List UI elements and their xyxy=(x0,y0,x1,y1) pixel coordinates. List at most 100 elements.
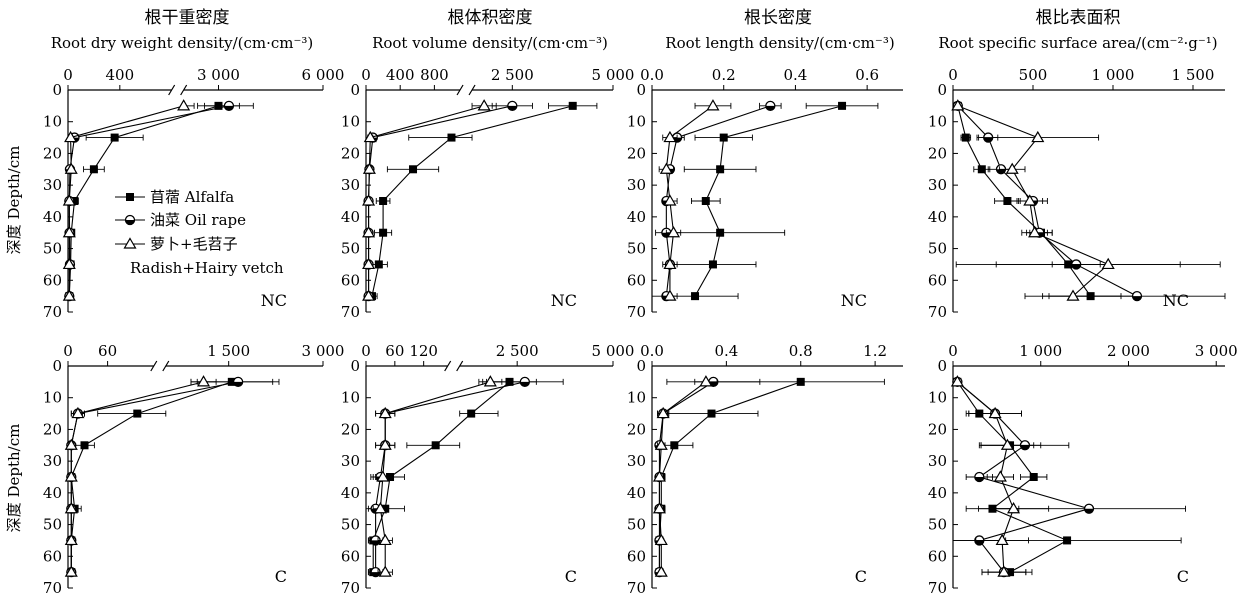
point-triangle xyxy=(362,194,376,206)
legend-label-oilrape: 油菜 Oil rape xyxy=(150,211,246,229)
x-tick-label: 1 000 xyxy=(1092,66,1135,84)
y-tick-label: 50 xyxy=(341,240,360,258)
point-square xyxy=(447,133,456,142)
point-triangle xyxy=(362,257,376,270)
point-circle-fill xyxy=(224,105,234,111)
point-triangle xyxy=(196,375,211,387)
x-tick-label: 400 xyxy=(386,66,415,84)
y-tick-label: 20 xyxy=(43,144,62,162)
point-square xyxy=(379,228,388,237)
point-square xyxy=(80,441,89,450)
point-triangle xyxy=(1007,502,1021,514)
point-triangle xyxy=(1031,130,1045,143)
x-tick-label: 500 xyxy=(1019,66,1048,84)
point-triangle xyxy=(654,438,668,450)
x-tick-label: 2 000 xyxy=(1107,342,1150,360)
point-triangle xyxy=(656,406,670,419)
point-triangle xyxy=(1066,289,1080,301)
col-title-cn-1: 根体积密度 xyxy=(448,8,533,28)
y-tick-label: 10 xyxy=(627,113,646,131)
y-tick-label: 60 xyxy=(928,271,947,289)
axis-break-mark xyxy=(456,84,464,96)
y-tick-label: 50 xyxy=(43,516,62,534)
point-triangle xyxy=(378,533,392,546)
point-triangle xyxy=(64,533,78,546)
x-tick-label: 0.4 xyxy=(714,342,738,360)
point-triangle xyxy=(1005,162,1019,174)
point-square xyxy=(796,377,805,386)
y-tick-label: 0 xyxy=(350,357,360,375)
y-tick-label: 20 xyxy=(341,144,360,162)
panel-C-2: 0.0 0.4 0.8 1.2 0 10 20 30 40 50 60 70 C xyxy=(627,342,903,597)
point-triangle xyxy=(1023,194,1037,206)
col-title-cn-0: 根干重密度 xyxy=(145,8,230,28)
x-tick-label: 800 xyxy=(420,66,449,84)
axis-break-mark xyxy=(150,360,158,372)
y-tick-label: 30 xyxy=(627,452,646,470)
y-tick-label: 70 xyxy=(928,303,947,321)
y-tick-label: 60 xyxy=(627,271,646,289)
y-tick-label: 10 xyxy=(43,113,62,131)
point-square xyxy=(961,133,970,142)
point-circle-fill xyxy=(1020,445,1030,450)
y-tick-label: 30 xyxy=(43,176,62,194)
axis-break-mark xyxy=(180,84,188,96)
legend-label-radish-en: Radish+Hairy vetch xyxy=(130,259,284,277)
point-triangle xyxy=(993,470,1007,482)
point-triangle xyxy=(995,533,1009,546)
point-triangle xyxy=(62,194,76,206)
point-triangle xyxy=(62,289,76,301)
y-tick-label: 40 xyxy=(43,484,62,502)
point-triangle xyxy=(663,194,677,206)
x-tick-label: 3 000 xyxy=(302,342,345,360)
x-tick-label: 0 xyxy=(948,342,958,360)
point-square xyxy=(719,133,728,142)
point-triangle xyxy=(654,565,668,577)
y-tick-label: 20 xyxy=(928,144,947,162)
x-tick-label: 0.6 xyxy=(855,66,879,84)
point-triangle xyxy=(378,565,392,577)
y-tick-label: 0 xyxy=(937,357,947,375)
point-circle-fill xyxy=(983,137,993,143)
y-tick-label: 70 xyxy=(341,303,360,321)
point-triangle xyxy=(699,375,713,387)
y-tick-label: 50 xyxy=(341,516,360,534)
legend-label-radish-cn: 萝卜+毛苕子 xyxy=(150,235,238,253)
y-tick-label: 40 xyxy=(928,484,947,502)
panel-annotation: C xyxy=(1177,567,1189,586)
ylabel-bottom: 深度 Depth/cm xyxy=(5,424,23,533)
y-tick-label: 60 xyxy=(627,547,646,565)
point-triangle xyxy=(62,257,76,270)
col-title-en-3: Root specific surface area/(cm⁻²·g⁻¹) xyxy=(938,34,1217,52)
point-square xyxy=(701,197,710,205)
y-tick-label: 0 xyxy=(937,81,947,99)
y-tick-label: 40 xyxy=(627,484,646,502)
x-tick-label: 3 000 xyxy=(1195,342,1238,360)
y-tick-label: 30 xyxy=(341,176,360,194)
point-square xyxy=(374,260,383,269)
point-circle-fill xyxy=(520,381,530,387)
axis-break-mark xyxy=(162,360,170,372)
point-triangle xyxy=(706,99,720,111)
point-square xyxy=(467,409,476,418)
y-tick-label: 50 xyxy=(627,516,646,534)
panel-annotation: C xyxy=(565,567,577,586)
point-square xyxy=(708,260,717,269)
col-title-cn-3: 根比表面积 xyxy=(1036,8,1121,28)
y-tick-label: 70 xyxy=(627,303,646,321)
x-tick-label: 6 000 xyxy=(302,66,345,84)
panel-annotation: NC xyxy=(551,291,577,310)
y-tick-label: 70 xyxy=(341,579,360,597)
legend-label-alfalfa: 苜蓿 Alfalfa xyxy=(150,188,234,206)
y-tick-label: 50 xyxy=(928,516,947,534)
y-tick-label: 10 xyxy=(341,113,360,131)
y-tick-label: 30 xyxy=(928,176,947,194)
point-square xyxy=(431,441,440,450)
x-tick-label: 0.0 xyxy=(640,66,664,84)
point-triangle xyxy=(64,162,78,174)
panel-annotation: NC xyxy=(261,291,287,310)
y-tick-label: 40 xyxy=(43,208,62,226)
x-tick-label: 0 xyxy=(361,66,371,84)
